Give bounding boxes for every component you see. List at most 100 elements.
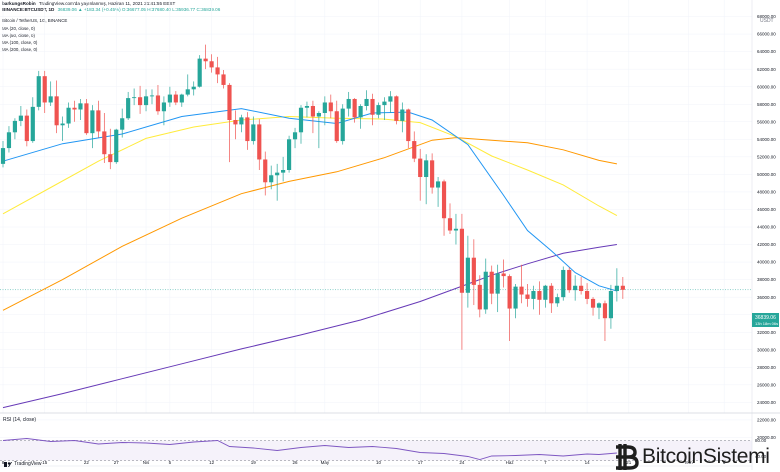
candle[interactable] bbox=[394, 95, 399, 125]
candle[interactable] bbox=[197, 55, 202, 88]
candle[interactable] bbox=[579, 276, 584, 295]
candle[interactable] bbox=[292, 127, 298, 149]
candle[interactable] bbox=[12, 118, 18, 140]
candle[interactable] bbox=[596, 302, 602, 320]
candle[interactable] bbox=[435, 177, 441, 207]
candle[interactable] bbox=[161, 96, 167, 126]
candle[interactable] bbox=[96, 100, 101, 138]
candle[interactable] bbox=[376, 102, 381, 119]
candle[interactable] bbox=[352, 98, 357, 123]
indicator-ma20[interactable]: MA (20, close, 0) bbox=[2, 26, 35, 31]
candle[interactable] bbox=[191, 81, 196, 96]
candle[interactable] bbox=[108, 128, 113, 170]
candle[interactable] bbox=[561, 266, 566, 301]
candle[interactable] bbox=[221, 70, 226, 89]
candle[interactable] bbox=[298, 105, 304, 144]
candle[interactable] bbox=[275, 163, 280, 201]
candle[interactable] bbox=[185, 74, 190, 97]
candle[interactable] bbox=[78, 98, 83, 121]
candle[interactable] bbox=[525, 284, 530, 307]
indicator-ma50[interactable]: MA (50, close, 0) bbox=[2, 33, 35, 38]
candle[interactable] bbox=[233, 110, 238, 140]
candle[interactable] bbox=[513, 284, 518, 319]
candle[interactable] bbox=[149, 89, 155, 105]
candle[interactable] bbox=[167, 86, 172, 107]
candle[interactable] bbox=[555, 293, 560, 307]
candle[interactable] bbox=[412, 131, 417, 163]
candle[interactable] bbox=[471, 239, 476, 306]
candle[interactable] bbox=[227, 83, 232, 163]
candle[interactable] bbox=[608, 284, 614, 329]
candle[interactable] bbox=[155, 84, 161, 115]
candle[interactable] bbox=[489, 265, 494, 305]
candle[interactable] bbox=[543, 284, 548, 308]
candle[interactable] bbox=[382, 97, 387, 121]
author-name[interactable]: barkungsRobin bbox=[2, 1, 36, 6]
indicator-ma200[interactable]: MA (200, close, 0) bbox=[2, 47, 38, 52]
candle[interactable] bbox=[531, 285, 536, 310]
candle[interactable] bbox=[286, 135, 292, 173]
candle[interactable] bbox=[42, 70, 47, 113]
candle[interactable] bbox=[215, 56, 220, 84]
candle[interactable] bbox=[322, 96, 327, 126]
candle[interactable] bbox=[6, 126, 12, 153]
candle[interactable] bbox=[340, 104, 345, 145]
candle[interactable] bbox=[447, 203, 453, 235]
candle[interactable] bbox=[620, 276, 625, 299]
candle[interactable] bbox=[388, 91, 393, 113]
candle[interactable] bbox=[310, 100, 316, 134]
candle[interactable] bbox=[90, 105, 95, 149]
candle[interactable] bbox=[584, 283, 590, 305]
candle[interactable] bbox=[358, 104, 363, 129]
symbol-name[interactable]: BINANCE:BTCUSDT, 1D bbox=[2, 7, 55, 12]
candle[interactable] bbox=[269, 165, 274, 190]
candle[interactable] bbox=[0, 141, 6, 168]
candle[interactable] bbox=[48, 81, 53, 106]
candle[interactable] bbox=[30, 97, 35, 143]
candle[interactable] bbox=[179, 93, 184, 107]
candle[interactable] bbox=[245, 112, 250, 150]
candle[interactable] bbox=[549, 283, 554, 313]
candle[interactable] bbox=[430, 153, 435, 194]
candle[interactable] bbox=[453, 213, 459, 245]
candle[interactable] bbox=[507, 274, 512, 341]
candle[interactable] bbox=[590, 297, 596, 316]
candle[interactable] bbox=[477, 275, 482, 318]
candle[interactable] bbox=[483, 258, 488, 314]
candle[interactable] bbox=[406, 108, 411, 149]
indicator-ma100[interactable]: MA (100, close, 0) bbox=[2, 40, 38, 45]
candle[interactable] bbox=[418, 148, 423, 201]
candle[interactable] bbox=[614, 268, 619, 302]
candle[interactable] bbox=[304, 101, 310, 118]
candle[interactable] bbox=[370, 93, 375, 126]
candle[interactable] bbox=[537, 281, 542, 315]
candle[interactable] bbox=[143, 89, 149, 112]
candle[interactable] bbox=[173, 91, 178, 106]
candle[interactable] bbox=[441, 179, 447, 236]
candle[interactable] bbox=[495, 264, 500, 313]
candle[interactable] bbox=[519, 264, 524, 304]
candle[interactable] bbox=[24, 109, 29, 147]
candle[interactable] bbox=[137, 85, 143, 114]
rsi-label[interactable]: RSI (14, close) bbox=[3, 417, 36, 423]
candle[interactable] bbox=[209, 54, 214, 73]
candle[interactable] bbox=[132, 88, 137, 106]
candle[interactable] bbox=[281, 156, 286, 182]
candle[interactable] bbox=[36, 70, 41, 111]
candle[interactable] bbox=[66, 102, 71, 128]
candle[interactable] bbox=[257, 119, 262, 170]
candle[interactable] bbox=[316, 111, 321, 149]
candle[interactable] bbox=[239, 114, 244, 133]
tradingview-logo[interactable]: TradingView bbox=[4, 461, 42, 467]
candle[interactable] bbox=[126, 91, 131, 121]
candle[interactable] bbox=[459, 213, 465, 350]
candle[interactable] bbox=[251, 116, 256, 145]
candle[interactable] bbox=[602, 300, 608, 341]
candle[interactable] bbox=[400, 102, 405, 133]
candle[interactable] bbox=[263, 151, 268, 196]
candle[interactable] bbox=[573, 275, 578, 301]
candle[interactable] bbox=[424, 154, 429, 205]
candle[interactable] bbox=[567, 267, 572, 293]
candle[interactable] bbox=[346, 91, 351, 117]
